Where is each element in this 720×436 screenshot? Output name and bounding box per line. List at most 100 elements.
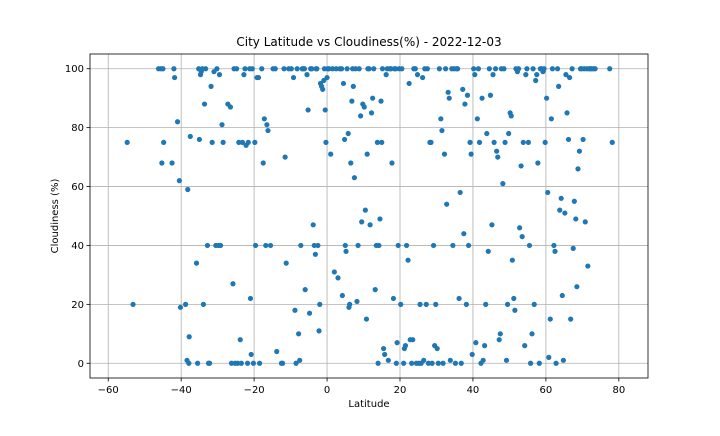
data-point [378,98,384,104]
data-point [186,360,192,366]
data-point [237,337,243,343]
data-point [255,74,262,81]
data-point [281,66,287,72]
data-point [383,72,389,78]
data-point [377,216,383,222]
data-point [526,242,533,249]
data-point [390,295,397,302]
data-point [541,66,547,72]
data-point [440,360,446,366]
data-point [349,98,355,104]
data-point [489,222,495,228]
data-point [482,343,488,349]
data-point [479,95,485,101]
data-points [124,66,615,366]
data-point [485,248,491,254]
data-point [207,360,213,366]
data-point [288,66,294,72]
data-point [557,207,563,213]
y-tick-label: 0 [78,359,84,370]
data-point [457,189,463,196]
data-point [393,66,399,72]
data-point [376,242,382,249]
data-point [563,72,569,78]
data-point [169,160,175,166]
data-point [491,139,497,145]
data-point [446,95,452,101]
y-tick-label: 20 [71,300,84,311]
data-point [389,160,395,166]
data-point [393,360,399,366]
data-point [529,331,535,337]
data-point [219,122,225,128]
data-point [265,127,271,134]
data-point [469,351,475,358]
data-point [500,181,506,187]
data-point [306,310,313,316]
data-point [409,360,415,366]
y-tick-label: 100 [65,64,84,75]
data-point [434,345,440,352]
data-point [324,74,330,81]
data-point [323,139,329,145]
data-point [474,116,480,122]
x-tick-label: 80 [612,385,625,396]
data-point [433,301,439,307]
data-point [399,66,405,72]
data-point [260,160,266,166]
data-point [441,151,448,157]
data-point [309,66,315,72]
data-point [472,72,478,78]
data-point [429,360,435,366]
data-point [331,269,337,275]
data-point [534,72,540,78]
data-point [382,351,388,358]
data-point [410,337,416,343]
data-point [462,101,468,107]
data-point [305,107,311,113]
data-point [414,72,421,78]
data-point [508,113,514,119]
data-point [209,139,215,145]
data-point [517,225,523,231]
data-point [359,219,365,225]
data-point [352,66,359,72]
data-point [556,83,562,89]
data-point [542,139,548,145]
data-point [480,357,486,363]
data-point [547,316,553,322]
data-point [496,337,502,343]
x-tick-label: −60 [98,385,119,396]
data-point [292,307,298,313]
data-point [267,242,274,249]
data-point [471,66,477,72]
data-point [201,101,208,107]
data-point [553,360,559,366]
data-point [241,72,247,78]
data-point [573,216,579,222]
data-point [297,357,303,363]
data-point [329,66,336,72]
data-point [185,186,191,193]
data-point [544,95,550,101]
data-point [315,242,321,249]
data-point [502,139,508,145]
data-point [304,72,310,78]
data-point [456,295,462,302]
data-point [435,360,441,366]
data-point [379,66,386,72]
y-tick-label: 60 [71,182,84,193]
data-point [420,74,426,81]
x-tick-label: 60 [540,385,553,396]
data-point [523,72,529,78]
data-point [375,360,381,366]
data-point [335,275,341,281]
data-point [296,331,302,337]
data-point [475,66,482,72]
plot-frame [89,53,649,379]
data-point [235,360,241,366]
data-point [343,248,349,254]
data-point [322,107,328,113]
data-point [244,360,251,366]
